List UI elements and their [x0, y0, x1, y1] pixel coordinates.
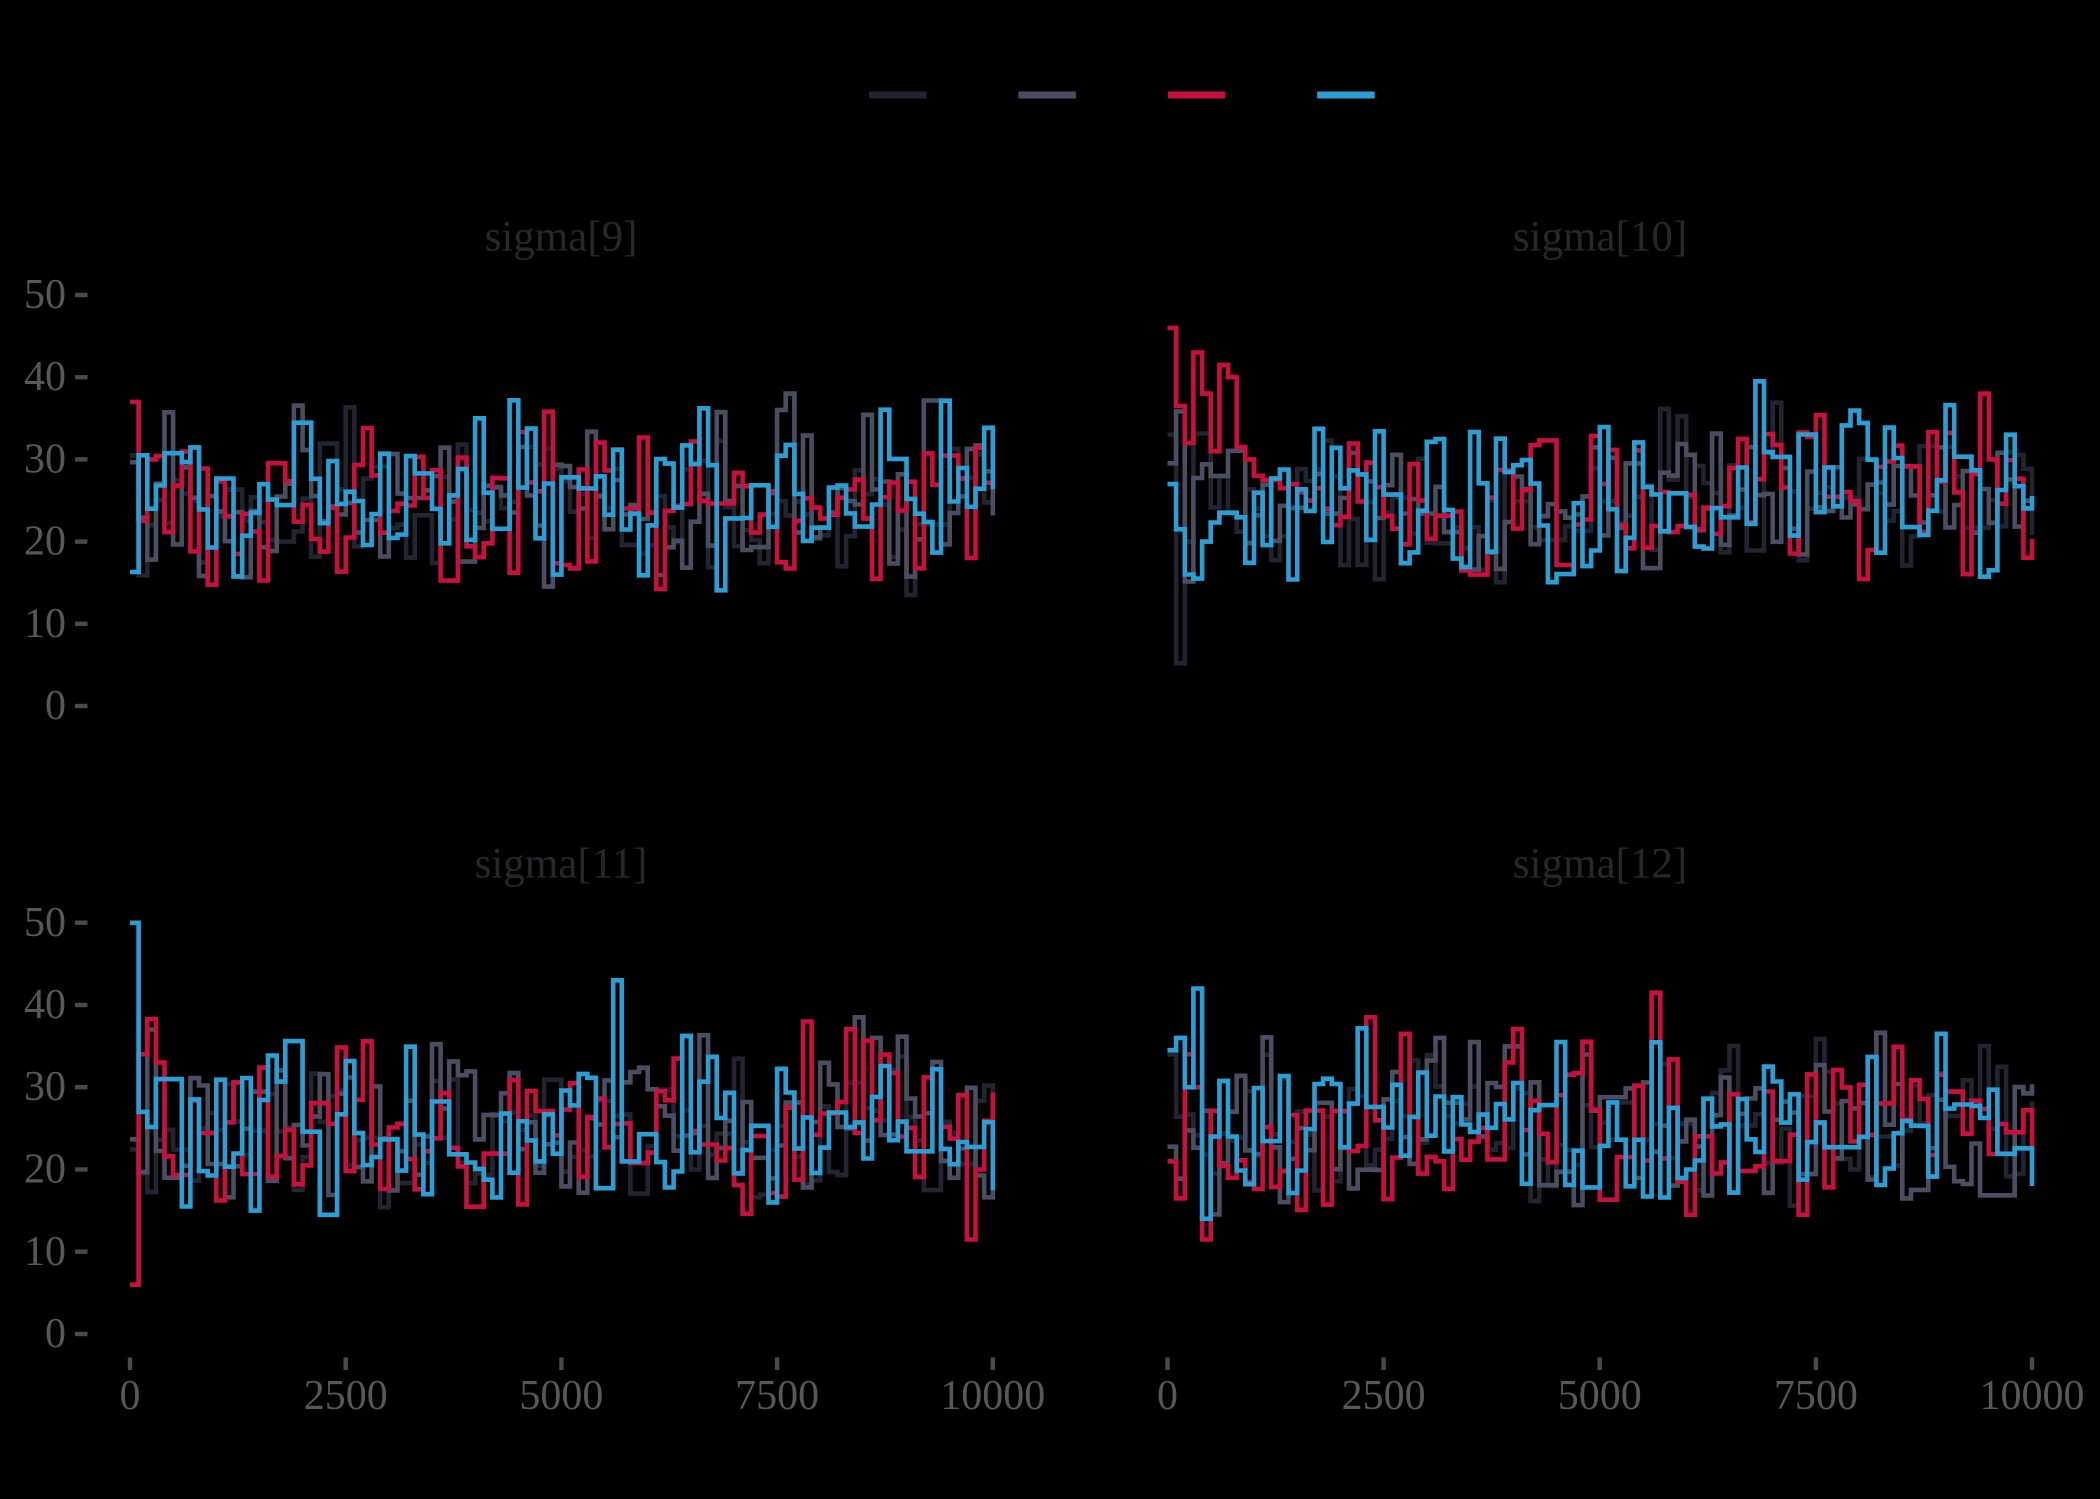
svg-text:10: 10	[24, 1229, 66, 1275]
svg-text:10000: 10000	[1980, 1373, 2085, 1419]
svg-text:10: 10	[24, 601, 66, 647]
svg-text:sigma[9]: sigma[9]	[485, 214, 638, 261]
svg-text:20: 20	[24, 519, 66, 565]
svg-text:sigma[12]: sigma[12]	[1513, 841, 1687, 888]
svg-text:50: 50	[24, 900, 66, 946]
svg-text:50: 50	[24, 272, 66, 318]
svg-text:0: 0	[120, 1373, 141, 1419]
svg-text:0: 0	[1157, 1373, 1178, 1419]
svg-text:30: 30	[24, 436, 66, 482]
svg-text:5000: 5000	[1558, 1373, 1642, 1419]
svg-text:30: 30	[24, 1064, 66, 1110]
svg-text:40: 40	[24, 982, 66, 1028]
svg-text:10000: 10000	[940, 1373, 1045, 1419]
svg-text:20: 20	[24, 1147, 66, 1193]
svg-text:2500: 2500	[1342, 1373, 1426, 1419]
svg-text:2500: 2500	[304, 1373, 388, 1419]
svg-text:5000: 5000	[519, 1373, 603, 1419]
svg-text:0: 0	[45, 683, 66, 729]
svg-text:sigma[11]: sigma[11]	[475, 841, 648, 888]
svg-text:7500: 7500	[1774, 1373, 1858, 1419]
svg-text:0: 0	[45, 1311, 66, 1357]
svg-text:sigma[10]: sigma[10]	[1513, 214, 1687, 261]
svg-text:40: 40	[24, 354, 66, 400]
svg-text:7500: 7500	[735, 1373, 819, 1419]
